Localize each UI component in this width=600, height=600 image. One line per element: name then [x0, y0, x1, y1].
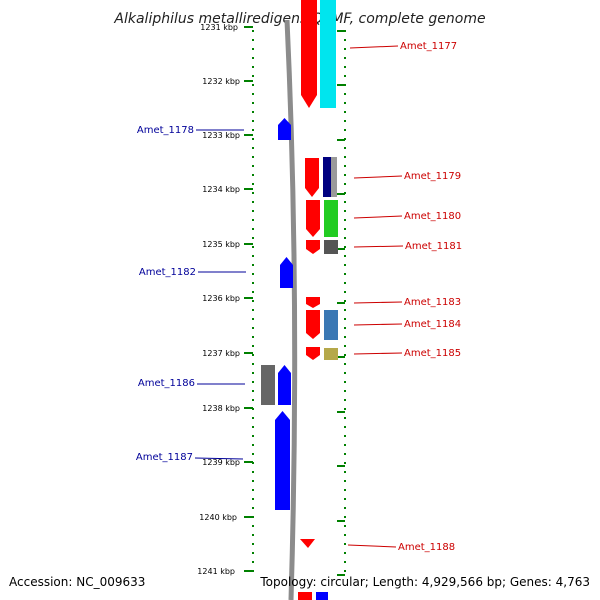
gene-label[interactable]: Amet_1180: [404, 211, 461, 222]
gene-arrow-amet-1180[interactable]: [306, 200, 320, 237]
accession-text: Accession: NC_009633: [9, 575, 145, 589]
forward-gene-labels: Amet_1177 Amet_1179 Amet_1180 Amet_1181 …: [347, 41, 462, 553]
gene-arrow-amet-1181[interactable]: [306, 240, 320, 254]
gene-label[interactable]: Amet_1182: [139, 267, 196, 278]
reverse-gene-labels: Amet_1178 Amet_1182 Amet_1186 Amet_1187: [136, 125, 246, 463]
tick-label: 1237 kbp: [202, 349, 240, 358]
gene-label[interactable]: Amet_1188: [398, 542, 455, 553]
cog-block-amet-1180: [324, 200, 338, 237]
map-title: Alkaliphilus metalliredigens QYMF, compl…: [113, 11, 485, 27]
cog-block-amet-1177: [320, 0, 336, 108]
tick-label: 1236 kbp: [202, 294, 240, 303]
gene-label[interactable]: Amet_1186: [138, 378, 195, 389]
gene-label[interactable]: Amet_1184: [404, 319, 461, 330]
cog-block-amet-1181: [324, 240, 338, 254]
gene-label[interactable]: Amet_1183: [404, 297, 461, 308]
gene-arrow-amet-1179[interactable]: [305, 158, 319, 197]
gene-label[interactable]: Amet_1177: [400, 41, 457, 52]
tick-label: 1240 kbp: [199, 513, 237, 522]
gene-arrow-amet-1182[interactable]: [280, 257, 293, 288]
tick-label: 1232 kbp: [202, 77, 240, 86]
cog-block-amet-1179-b: [331, 157, 337, 197]
gene-arrow-amet-1178[interactable]: [278, 118, 291, 140]
gene-label[interactable]: Amet_1185: [404, 348, 461, 359]
forward-genes: [298, 0, 320, 600]
cog-block-reverse-1186: [261, 365, 275, 405]
gene-label[interactable]: Amet_1181: [405, 241, 462, 252]
gene-arrow-amet-1184[interactable]: [306, 310, 320, 339]
cog-block-amet-1179: [323, 157, 331, 197]
gene-label[interactable]: Amet_1179: [404, 171, 461, 182]
tick-label: 1231 kbp: [200, 23, 238, 32]
tick-label: 1238 kbp: [202, 404, 240, 413]
cog-block-amet-1184: [324, 310, 338, 340]
gene-label[interactable]: Amet_1178: [137, 125, 194, 136]
gene-arrow-amet-1186[interactable]: [278, 365, 291, 405]
axis-ticks: [244, 26, 345, 576]
chromosome-backbone: [284, 19, 298, 600]
gene-label[interactable]: Amet_1187: [136, 452, 193, 463]
gene-arrow-partial: [298, 592, 312, 600]
genome-summary-text: Topology: circular; Length: 4,929,566 bp…: [259, 575, 590, 589]
cog-block-amet-1185: [324, 348, 338, 360]
gene-arrow-amet-1183[interactable]: [306, 297, 320, 308]
tick-label: 1235 kbp: [202, 240, 240, 249]
cog-blocks: [261, 0, 338, 600]
tick-label: 1234 kbp: [202, 185, 240, 194]
tick-label: 1239 kbp: [202, 458, 240, 467]
axis-tick-labels: 1231 kbp 1232 kbp 1233 kbp 1234 kbp 1235…: [197, 23, 240, 576]
gene-arrow-amet-1177[interactable]: [301, 0, 317, 108]
reverse-genes: [275, 118, 293, 510]
gene-arrow-amet-1185[interactable]: [306, 347, 320, 360]
gene-arrow-amet-1187[interactable]: [275, 411, 290, 510]
cog-block-partial: [316, 592, 328, 600]
gene-arrow-amet-1188[interactable]: [300, 539, 315, 548]
tick-label: 1233 kbp: [202, 131, 240, 140]
tick-label: 1241 kbp: [197, 567, 235, 576]
